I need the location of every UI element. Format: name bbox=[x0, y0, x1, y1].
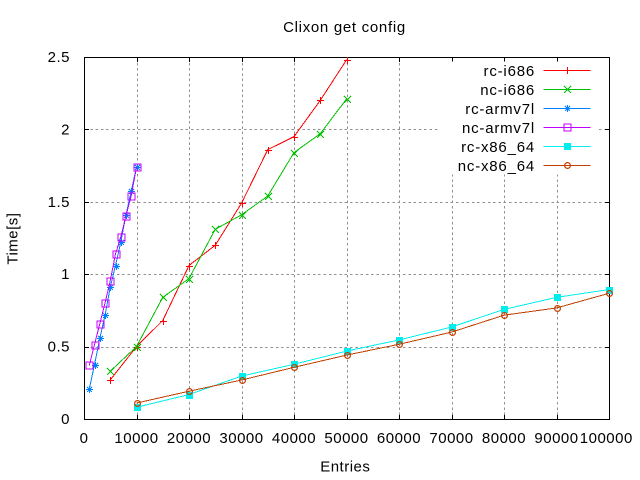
svg-text:Clixon get config: Clixon get config bbox=[283, 19, 406, 36]
svg-text:Time[s]: Time[s] bbox=[5, 213, 22, 265]
svg-text:90000: 90000 bbox=[534, 430, 578, 447]
svg-text:nc-x86_64: nc-x86_64 bbox=[458, 158, 535, 175]
svg-text:rc-i686: rc-i686 bbox=[484, 63, 535, 80]
svg-text:rc-armv7l: rc-armv7l bbox=[465, 101, 535, 118]
svg-text:rc-x86_64: rc-x86_64 bbox=[461, 139, 535, 156]
svg-text:80000: 80000 bbox=[482, 430, 526, 447]
svg-text:10000: 10000 bbox=[114, 430, 158, 447]
svg-text:100000: 100000 bbox=[580, 430, 633, 447]
svg-text:50000: 50000 bbox=[324, 430, 368, 447]
svg-text:Entries: Entries bbox=[320, 459, 370, 476]
svg-text:20000: 20000 bbox=[167, 430, 211, 447]
svg-text:2: 2 bbox=[61, 121, 70, 138]
svg-text:70000: 70000 bbox=[429, 430, 473, 447]
svg-text:40000: 40000 bbox=[272, 430, 316, 447]
svg-text:60000: 60000 bbox=[377, 430, 421, 447]
svg-text:2.5: 2.5 bbox=[48, 49, 70, 66]
svg-text:1: 1 bbox=[61, 266, 70, 283]
svg-text:0: 0 bbox=[61, 411, 70, 428]
svg-text:nc-armv7l: nc-armv7l bbox=[462, 120, 535, 137]
svg-text:0: 0 bbox=[80, 430, 89, 447]
svg-text:30000: 30000 bbox=[219, 430, 263, 447]
svg-text:0.5: 0.5 bbox=[48, 339, 70, 356]
svg-text:1.5: 1.5 bbox=[48, 194, 70, 211]
svg-text:nc-i686: nc-i686 bbox=[480, 82, 535, 99]
